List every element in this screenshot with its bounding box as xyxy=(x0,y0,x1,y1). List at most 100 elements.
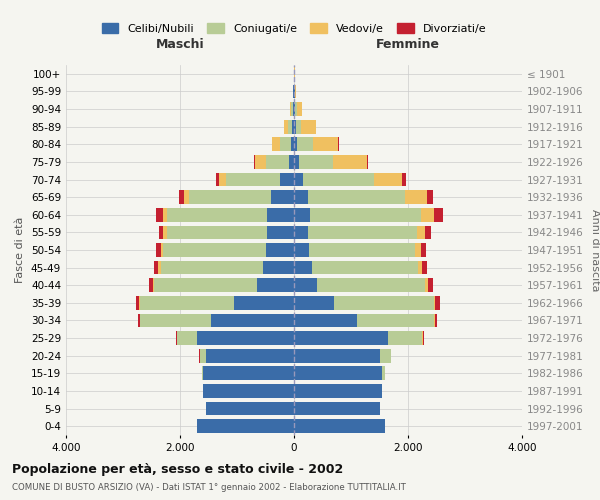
Bar xyxy=(294,172,302,186)
Bar xyxy=(295,102,298,116)
Bar xyxy=(154,278,257,292)
Bar xyxy=(226,172,280,186)
Y-axis label: Fasce di età: Fasce di età xyxy=(16,217,25,283)
Bar xyxy=(294,278,317,292)
Bar xyxy=(421,243,426,257)
Bar xyxy=(184,190,188,204)
Bar xyxy=(255,155,265,169)
Bar xyxy=(271,190,294,204)
Bar xyxy=(139,296,140,310)
Bar xyxy=(294,155,299,169)
Bar xyxy=(202,366,203,380)
Bar xyxy=(333,155,367,169)
Bar xyxy=(434,314,437,328)
Bar xyxy=(257,278,294,292)
Bar xyxy=(294,314,356,328)
Bar xyxy=(294,102,295,116)
Bar xyxy=(302,172,374,186)
Bar xyxy=(294,226,308,239)
Text: Popolazione per età, sesso e stato civile - 2002: Popolazione per età, sesso e stato civil… xyxy=(12,462,343,475)
Bar xyxy=(374,172,403,186)
Bar xyxy=(216,172,219,186)
Bar xyxy=(211,314,294,328)
Bar xyxy=(154,260,158,274)
Bar xyxy=(219,172,226,186)
Bar xyxy=(428,278,433,292)
Bar xyxy=(310,208,421,222)
Bar xyxy=(382,366,385,380)
Bar xyxy=(388,331,422,345)
Bar xyxy=(234,296,294,310)
Bar xyxy=(297,138,313,151)
Bar xyxy=(294,366,382,380)
Bar xyxy=(136,296,139,310)
Bar xyxy=(427,190,433,204)
Bar xyxy=(293,102,294,116)
Bar xyxy=(167,226,266,239)
Bar xyxy=(179,190,184,204)
Bar xyxy=(434,296,436,310)
Bar xyxy=(294,331,388,345)
Bar xyxy=(163,243,266,257)
Bar xyxy=(266,226,294,239)
Bar xyxy=(280,138,291,151)
Bar xyxy=(188,190,271,204)
Bar xyxy=(203,366,294,380)
Bar xyxy=(290,102,291,116)
Bar xyxy=(289,155,294,169)
Bar xyxy=(295,84,296,98)
Bar xyxy=(418,260,422,274)
Bar xyxy=(294,402,380,415)
Bar xyxy=(301,120,316,134)
Bar xyxy=(312,260,418,274)
Bar xyxy=(140,296,234,310)
Bar xyxy=(296,120,301,134)
Bar xyxy=(294,296,334,310)
Bar xyxy=(152,278,154,292)
Bar xyxy=(159,226,163,239)
Bar xyxy=(416,226,425,239)
Bar xyxy=(298,102,302,116)
Bar xyxy=(403,172,406,186)
Bar xyxy=(294,120,296,134)
Bar xyxy=(156,208,163,222)
Bar xyxy=(294,208,310,222)
Bar xyxy=(158,260,161,274)
Bar xyxy=(140,314,211,328)
Bar xyxy=(280,172,294,186)
Bar xyxy=(197,420,294,433)
Bar xyxy=(156,243,161,257)
Text: COMUNE DI BUSTO ARSIZIO (VA) - Dati ISTAT 1° gennaio 2002 - Elaborazione TUTTITA: COMUNE DI BUSTO ARSIZIO (VA) - Dati ISTA… xyxy=(12,483,406,492)
Bar xyxy=(294,420,385,433)
Bar xyxy=(380,349,391,362)
Bar xyxy=(206,349,294,362)
Bar xyxy=(200,349,206,362)
Bar xyxy=(405,190,427,204)
Text: Femmine: Femmine xyxy=(376,38,440,51)
Bar xyxy=(423,331,424,345)
Bar xyxy=(163,208,167,222)
Bar xyxy=(367,155,368,169)
Bar xyxy=(334,296,434,310)
Bar xyxy=(308,226,416,239)
Bar xyxy=(434,208,443,222)
Bar xyxy=(313,138,338,151)
Bar xyxy=(422,260,427,274)
Bar xyxy=(356,314,434,328)
Bar xyxy=(425,278,428,292)
Bar xyxy=(272,138,280,151)
Bar xyxy=(254,155,255,169)
Bar xyxy=(266,208,294,222)
Bar xyxy=(163,226,167,239)
Bar xyxy=(265,155,289,169)
Bar xyxy=(436,296,440,310)
Bar xyxy=(294,384,382,398)
Bar xyxy=(149,278,152,292)
Bar xyxy=(317,278,425,292)
Legend: Celibi/Nubili, Coniugati/e, Vedovi/e, Divorziati/e: Celibi/Nubili, Coniugati/e, Vedovi/e, Di… xyxy=(97,19,491,38)
Bar xyxy=(291,138,294,151)
Bar xyxy=(308,190,405,204)
Bar xyxy=(415,243,421,257)
Bar xyxy=(266,243,294,257)
Bar xyxy=(263,260,294,274)
